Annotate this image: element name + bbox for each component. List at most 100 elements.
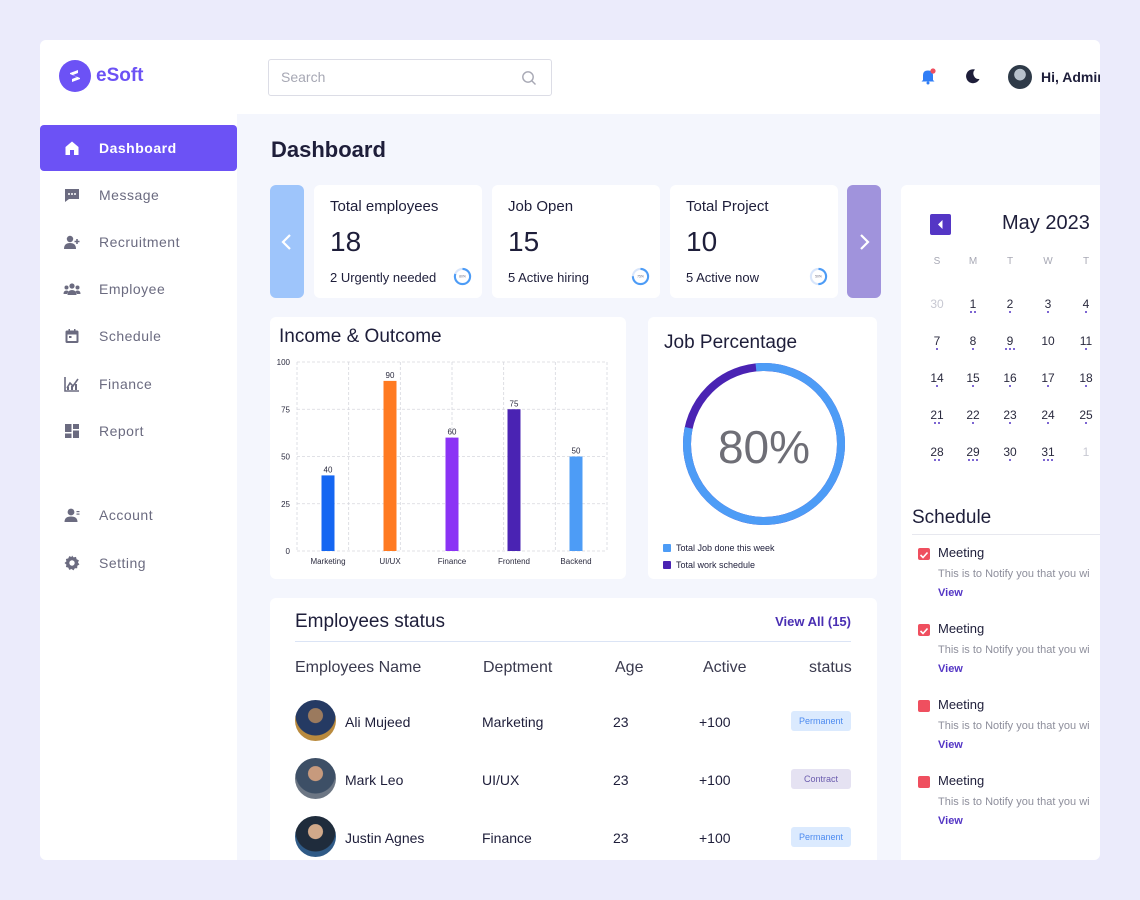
table-row[interactable]: Justin Agnes Finance 23 +100 Permanent xyxy=(295,816,855,860)
calendar-day[interactable]: 8 xyxy=(961,334,985,350)
calendar-day[interactable]: 15 xyxy=(961,371,985,387)
calendar-day-number: 4 xyxy=(1082,297,1090,311)
bar xyxy=(383,380,397,551)
view-link[interactable]: View xyxy=(938,587,963,599)
income-chart-card: Income & Outcome 0 25 50 75 100 40 Marketing 90… xyxy=(270,317,626,579)
event-dot xyxy=(972,385,974,387)
view-link[interactable]: View xyxy=(938,663,963,675)
calendar-day[interactable]: 25 xyxy=(1074,408,1098,424)
calendar-day[interactable]: 24 xyxy=(1036,408,1060,424)
y-tick-label: 0 xyxy=(286,547,291,556)
section-title: Employees status xyxy=(295,611,445,632)
search-box[interactable] xyxy=(268,59,552,96)
sidebar-item-report[interactable]: Report xyxy=(40,408,237,454)
schedule-item[interactable]: Meeting This is to Notify you that you wi… xyxy=(918,770,1100,840)
stat-sub: 2 Urgently needed xyxy=(330,270,437,285)
top-header: eSoft Hi, Admin xyxy=(40,40,1100,114)
schedule-item[interactable]: Meeting This is to Notify you that you wi… xyxy=(918,618,1100,688)
checkbox[interactable] xyxy=(918,548,930,560)
ring-label: 50% xyxy=(815,275,822,279)
avatar[interactable] xyxy=(1008,65,1032,89)
event-dots xyxy=(1074,385,1098,387)
app-frame: eSoft Hi, Admin Dashboard Message Recr xyxy=(40,40,1100,860)
calendar-day[interactable]: 21 xyxy=(925,408,949,424)
calendar-day[interactable]: 7 xyxy=(925,334,949,350)
sidebar-item-schedule[interactable]: Schedule xyxy=(40,313,237,359)
table-row[interactable]: Mark Leo UI/UX 23 +100 Contract xyxy=(295,758,855,808)
event-dot xyxy=(1043,459,1045,461)
calendar-day[interactable]: 17 xyxy=(1036,371,1060,387)
calendar-icon xyxy=(65,329,79,343)
calendar-day[interactable]: 2 xyxy=(998,297,1022,313)
calendar-day[interactable]: 16 xyxy=(998,371,1022,387)
user-greeting[interactable]: Hi, Admin xyxy=(1041,69,1100,85)
sidebar-item-setting[interactable]: Setting xyxy=(40,540,237,586)
stat-card-employees[interactable]: Total employees 18 2 Urgently needed 80% xyxy=(314,185,482,298)
column-header[interactable]: Employees Name xyxy=(295,659,422,676)
column-header[interactable]: Deptment xyxy=(483,659,553,676)
column-header[interactable]: Age xyxy=(615,659,644,676)
calendar-day[interactable]: 30 xyxy=(925,297,949,311)
view-link[interactable]: View xyxy=(938,739,963,751)
search-input[interactable] xyxy=(281,69,501,85)
carousel-next-button[interactable] xyxy=(847,185,881,298)
moon-icon[interactable] xyxy=(964,67,982,90)
bell-icon[interactable] xyxy=(919,67,937,90)
event-dots xyxy=(1074,422,1098,424)
bar-value-label: 40 xyxy=(324,465,333,474)
progress-ring: 50% xyxy=(809,267,828,286)
checkbox[interactable] xyxy=(918,700,930,712)
sidebar-item-finance[interactable]: Finance xyxy=(40,361,237,407)
column-header[interactable]: status xyxy=(809,659,852,676)
search-icon[interactable] xyxy=(521,70,537,91)
calendar-day[interactable]: 30 xyxy=(998,445,1022,461)
calendar-prev-button[interactable] xyxy=(930,214,951,235)
calendar-day[interactable]: 10 xyxy=(1036,334,1060,348)
calendar-day[interactable]: 14 xyxy=(925,371,949,387)
home-icon xyxy=(65,141,79,155)
calendar-day[interactable]: 29 xyxy=(961,445,985,461)
calendar-day-number: 10 xyxy=(1041,334,1055,348)
brand-logo[interactable]: eSoft xyxy=(59,60,144,92)
calendar-day[interactable]: 18 xyxy=(1074,371,1098,387)
schedule-item[interactable]: Meeting This is to Notify you that you wi… xyxy=(918,542,1100,612)
calendar-day[interactable]: 28 xyxy=(925,445,949,461)
stat-card-job-open[interactable]: Job Open 15 5 Active hiring 75% xyxy=(492,185,660,298)
table-row[interactable]: Ali Mujeed Marketing 23 +100 Permanent xyxy=(295,700,855,750)
schedule-item[interactable]: Meeting This is to Notify you that you wi… xyxy=(918,694,1100,764)
sidebar-item-dashboard[interactable]: Dashboard xyxy=(40,125,237,171)
bar xyxy=(569,456,583,551)
calendar-day[interactable]: 4 xyxy=(1074,297,1098,313)
event-dots xyxy=(961,459,985,461)
event-dots xyxy=(998,385,1022,387)
employee-age: 23 xyxy=(613,714,629,730)
calendar-day[interactable]: 3 xyxy=(1036,297,1060,313)
carousel-prev-button[interactable] xyxy=(270,185,304,298)
calendar-day[interactable]: 31 xyxy=(1036,445,1060,461)
view-all-link[interactable]: View All (15) xyxy=(775,614,851,629)
sidebar-item-label: Recruitment xyxy=(99,234,180,250)
checkbox[interactable] xyxy=(918,776,930,788)
event-dots xyxy=(1074,311,1098,313)
sidebar-item-account[interactable]: Account xyxy=(40,492,237,538)
calendar-day[interactable]: 22 xyxy=(961,408,985,424)
calendar-day[interactable]: 1 xyxy=(961,297,985,313)
employee-age: 23 xyxy=(613,772,629,788)
sidebar-item-recruitment[interactable]: Recruitment xyxy=(40,219,237,265)
calendar-day[interactable]: 23 xyxy=(998,408,1022,424)
chevron-right-icon xyxy=(860,233,870,250)
calendar-day-number: 31 xyxy=(1041,445,1055,459)
calendar-day[interactable]: 1 xyxy=(1074,445,1098,459)
sidebar-item-message[interactable]: Message xyxy=(40,172,237,218)
event-dots xyxy=(961,385,985,387)
event-dot xyxy=(934,459,936,461)
checkbox[interactable] xyxy=(918,624,930,636)
sidebar-item-employee[interactable]: Employee xyxy=(40,266,237,312)
column-header[interactable]: Active xyxy=(703,659,747,676)
stat-card-projects[interactable]: Total Project 10 5 Active now 50% xyxy=(670,185,838,298)
view-link[interactable]: View xyxy=(938,815,963,827)
sidebar-item-label: Finance xyxy=(99,376,153,392)
event-dots xyxy=(925,385,949,387)
calendar-day[interactable]: 9 xyxy=(998,334,1022,350)
calendar-day[interactable]: 11 xyxy=(1074,334,1098,350)
